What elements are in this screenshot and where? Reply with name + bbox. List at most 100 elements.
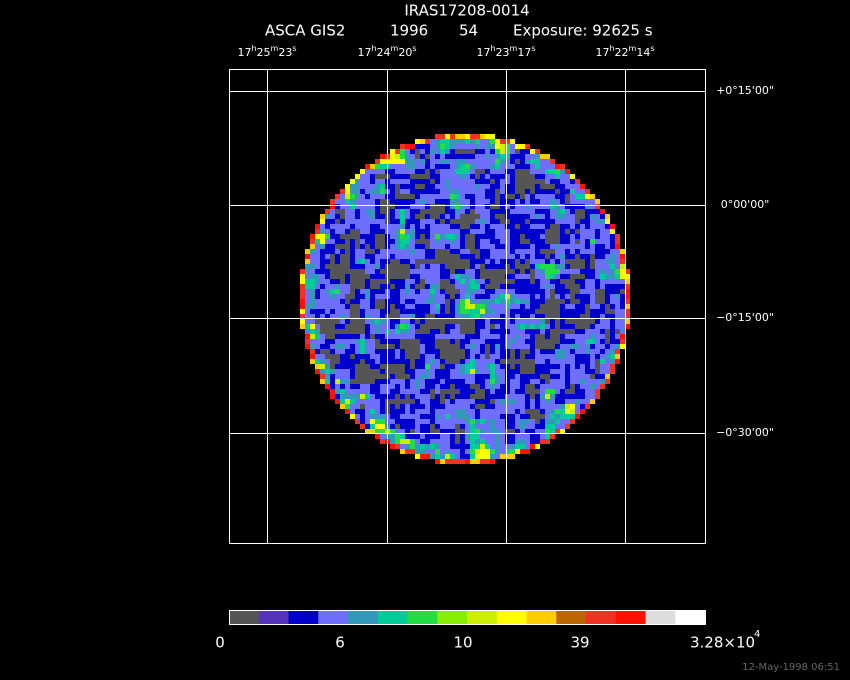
image-pixel <box>510 354 515 359</box>
image-pixel <box>390 269 395 274</box>
image-pixel <box>390 254 395 259</box>
image-pixel <box>315 259 320 264</box>
image-pixel <box>555 399 560 404</box>
image-pixel <box>565 369 570 374</box>
image-pixel <box>405 384 410 389</box>
image-pixel <box>470 149 475 154</box>
image-pixel <box>335 344 340 349</box>
image-pixel <box>475 429 480 434</box>
image-pixel <box>360 419 365 424</box>
image-pixel <box>560 264 565 269</box>
image-pixel <box>575 224 580 229</box>
image-pixel <box>580 399 585 404</box>
image-pixel <box>340 344 345 349</box>
image-pixel <box>370 264 375 269</box>
image-pixel <box>540 384 545 389</box>
image-pixel <box>420 234 425 239</box>
image-pixel <box>465 444 470 449</box>
image-pixel <box>605 344 610 349</box>
image-pixel <box>420 299 425 304</box>
image-pixel <box>590 304 595 309</box>
image-pixel <box>435 459 440 464</box>
image-pixel <box>475 139 480 144</box>
image-pixel <box>380 339 385 344</box>
image-pixel <box>555 284 560 289</box>
image-pixel <box>550 359 555 364</box>
image-pixel <box>450 309 455 314</box>
image-pixel <box>540 334 545 339</box>
image-pixel <box>495 259 500 264</box>
image-pixel <box>595 374 600 379</box>
image-pixel <box>485 334 490 339</box>
image-pixel <box>380 389 385 394</box>
image-pixel <box>405 389 410 394</box>
image-pixel <box>440 329 445 334</box>
image-pixel <box>565 249 570 254</box>
image-pixel <box>525 269 530 274</box>
image-pixel <box>395 414 400 419</box>
image-pixel <box>530 339 535 344</box>
image-pixel <box>390 224 395 229</box>
image-pixel <box>345 239 350 244</box>
image-pixel <box>445 324 450 329</box>
image-pixel <box>325 364 330 369</box>
image-pixel <box>445 449 450 454</box>
image-pixel <box>425 374 430 379</box>
image-pixel <box>590 389 595 394</box>
image-pixel <box>425 274 430 279</box>
image-pixel <box>545 434 550 439</box>
image-pixel <box>460 389 465 394</box>
image-pixel <box>530 419 535 424</box>
image-pixel <box>300 299 305 304</box>
image-pixel <box>575 179 580 184</box>
image-pixel <box>515 439 520 444</box>
image-pixel <box>415 179 420 184</box>
image-pixel <box>570 284 575 289</box>
image-pixel <box>325 369 330 374</box>
image-pixel <box>595 309 600 314</box>
image-pixel <box>450 324 455 329</box>
image-pixel <box>525 264 530 269</box>
title: IRAS17208-0014 <box>404 2 529 20</box>
image-pixel <box>535 289 540 294</box>
image-pixel <box>460 249 465 254</box>
image-pixel <box>495 154 500 159</box>
image-pixel <box>620 309 625 314</box>
image-pixel <box>360 179 365 184</box>
image-pixel <box>570 244 575 249</box>
image-pixel <box>530 189 535 194</box>
image-pixel <box>375 299 380 304</box>
image-pixel <box>550 424 555 429</box>
image-pixel <box>570 414 575 419</box>
image-pixel <box>435 369 440 374</box>
image-pixel <box>575 394 580 399</box>
image-pixel <box>345 194 350 199</box>
image-pixel <box>330 359 335 364</box>
image-pixel <box>470 424 475 429</box>
image-pixel <box>605 229 610 234</box>
image-pixel <box>465 194 470 199</box>
image-pixel <box>610 329 615 334</box>
image-pixel <box>565 179 570 184</box>
image-pixel <box>335 389 340 394</box>
image-pixel <box>570 214 575 219</box>
image-pixel <box>425 379 430 384</box>
image-pixel <box>485 204 490 209</box>
image-pixel <box>565 314 570 319</box>
image-pixel <box>335 274 340 279</box>
image-pixel <box>625 279 630 284</box>
image-pixel <box>620 274 625 279</box>
image-pixel <box>330 349 335 354</box>
image-pixel <box>580 254 585 259</box>
image-pixel <box>460 219 465 224</box>
image-pixel <box>585 339 590 344</box>
image-pixel <box>445 459 450 464</box>
image-pixel <box>540 369 545 374</box>
image-pixel <box>505 234 510 239</box>
image-pixel <box>550 334 555 339</box>
image-pixel <box>580 284 585 289</box>
image-pixel <box>310 269 315 274</box>
image-pixel <box>415 319 420 324</box>
image-pixel <box>405 429 410 434</box>
image-pixel <box>485 439 490 444</box>
